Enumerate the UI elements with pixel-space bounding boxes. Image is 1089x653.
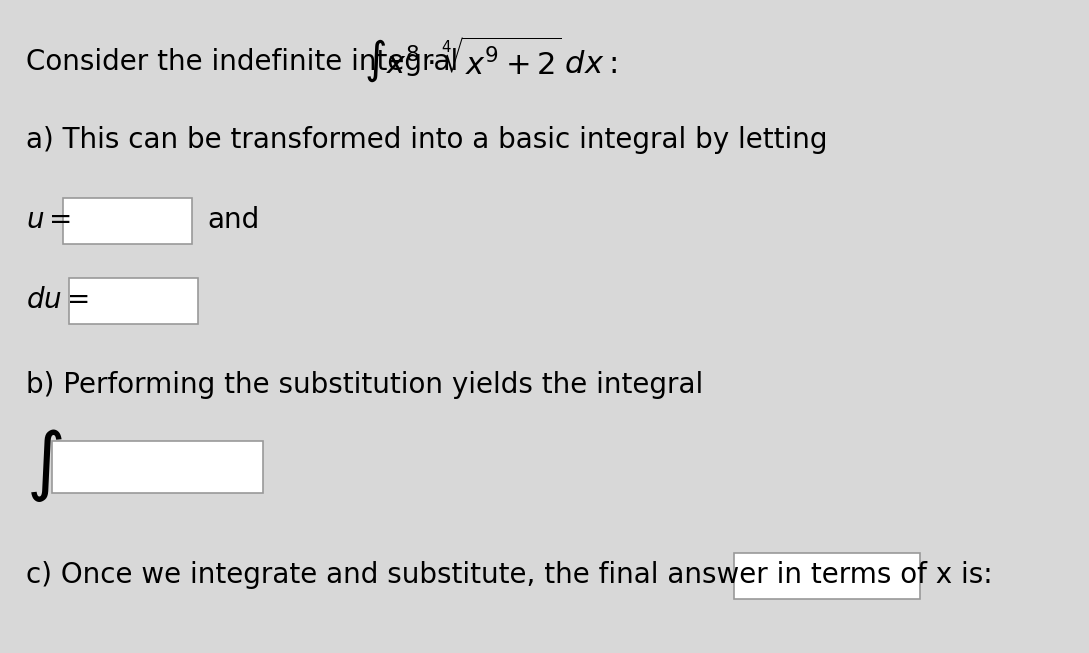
Text: c) Once we integrate and substitute, the final answer in terms of x is:: c) Once we integrate and substitute, the…	[26, 561, 992, 589]
Text: $\int$: $\int$	[26, 426, 62, 503]
FancyBboxPatch shape	[734, 553, 920, 599]
Text: and: and	[208, 206, 260, 234]
Text: Consider the indefinite integral: Consider the indefinite integral	[26, 48, 458, 76]
Text: b) Performing the substitution yields the integral: b) Performing the substitution yields th…	[26, 371, 703, 399]
Text: $u=$: $u=$	[26, 206, 72, 234]
Text: a) This can be transformed into a basic integral by letting: a) This can be transformed into a basic …	[26, 126, 828, 154]
FancyBboxPatch shape	[52, 441, 264, 493]
FancyBboxPatch shape	[70, 278, 198, 324]
Text: $du=$: $du=$	[26, 286, 89, 314]
Text: $\int x^8 \cdot \sqrt[4]{x^9+2}\, dx{:}$: $\int x^8 \cdot \sqrt[4]{x^9+2}\, dx{:}$	[364, 35, 616, 85]
FancyBboxPatch shape	[63, 198, 193, 244]
